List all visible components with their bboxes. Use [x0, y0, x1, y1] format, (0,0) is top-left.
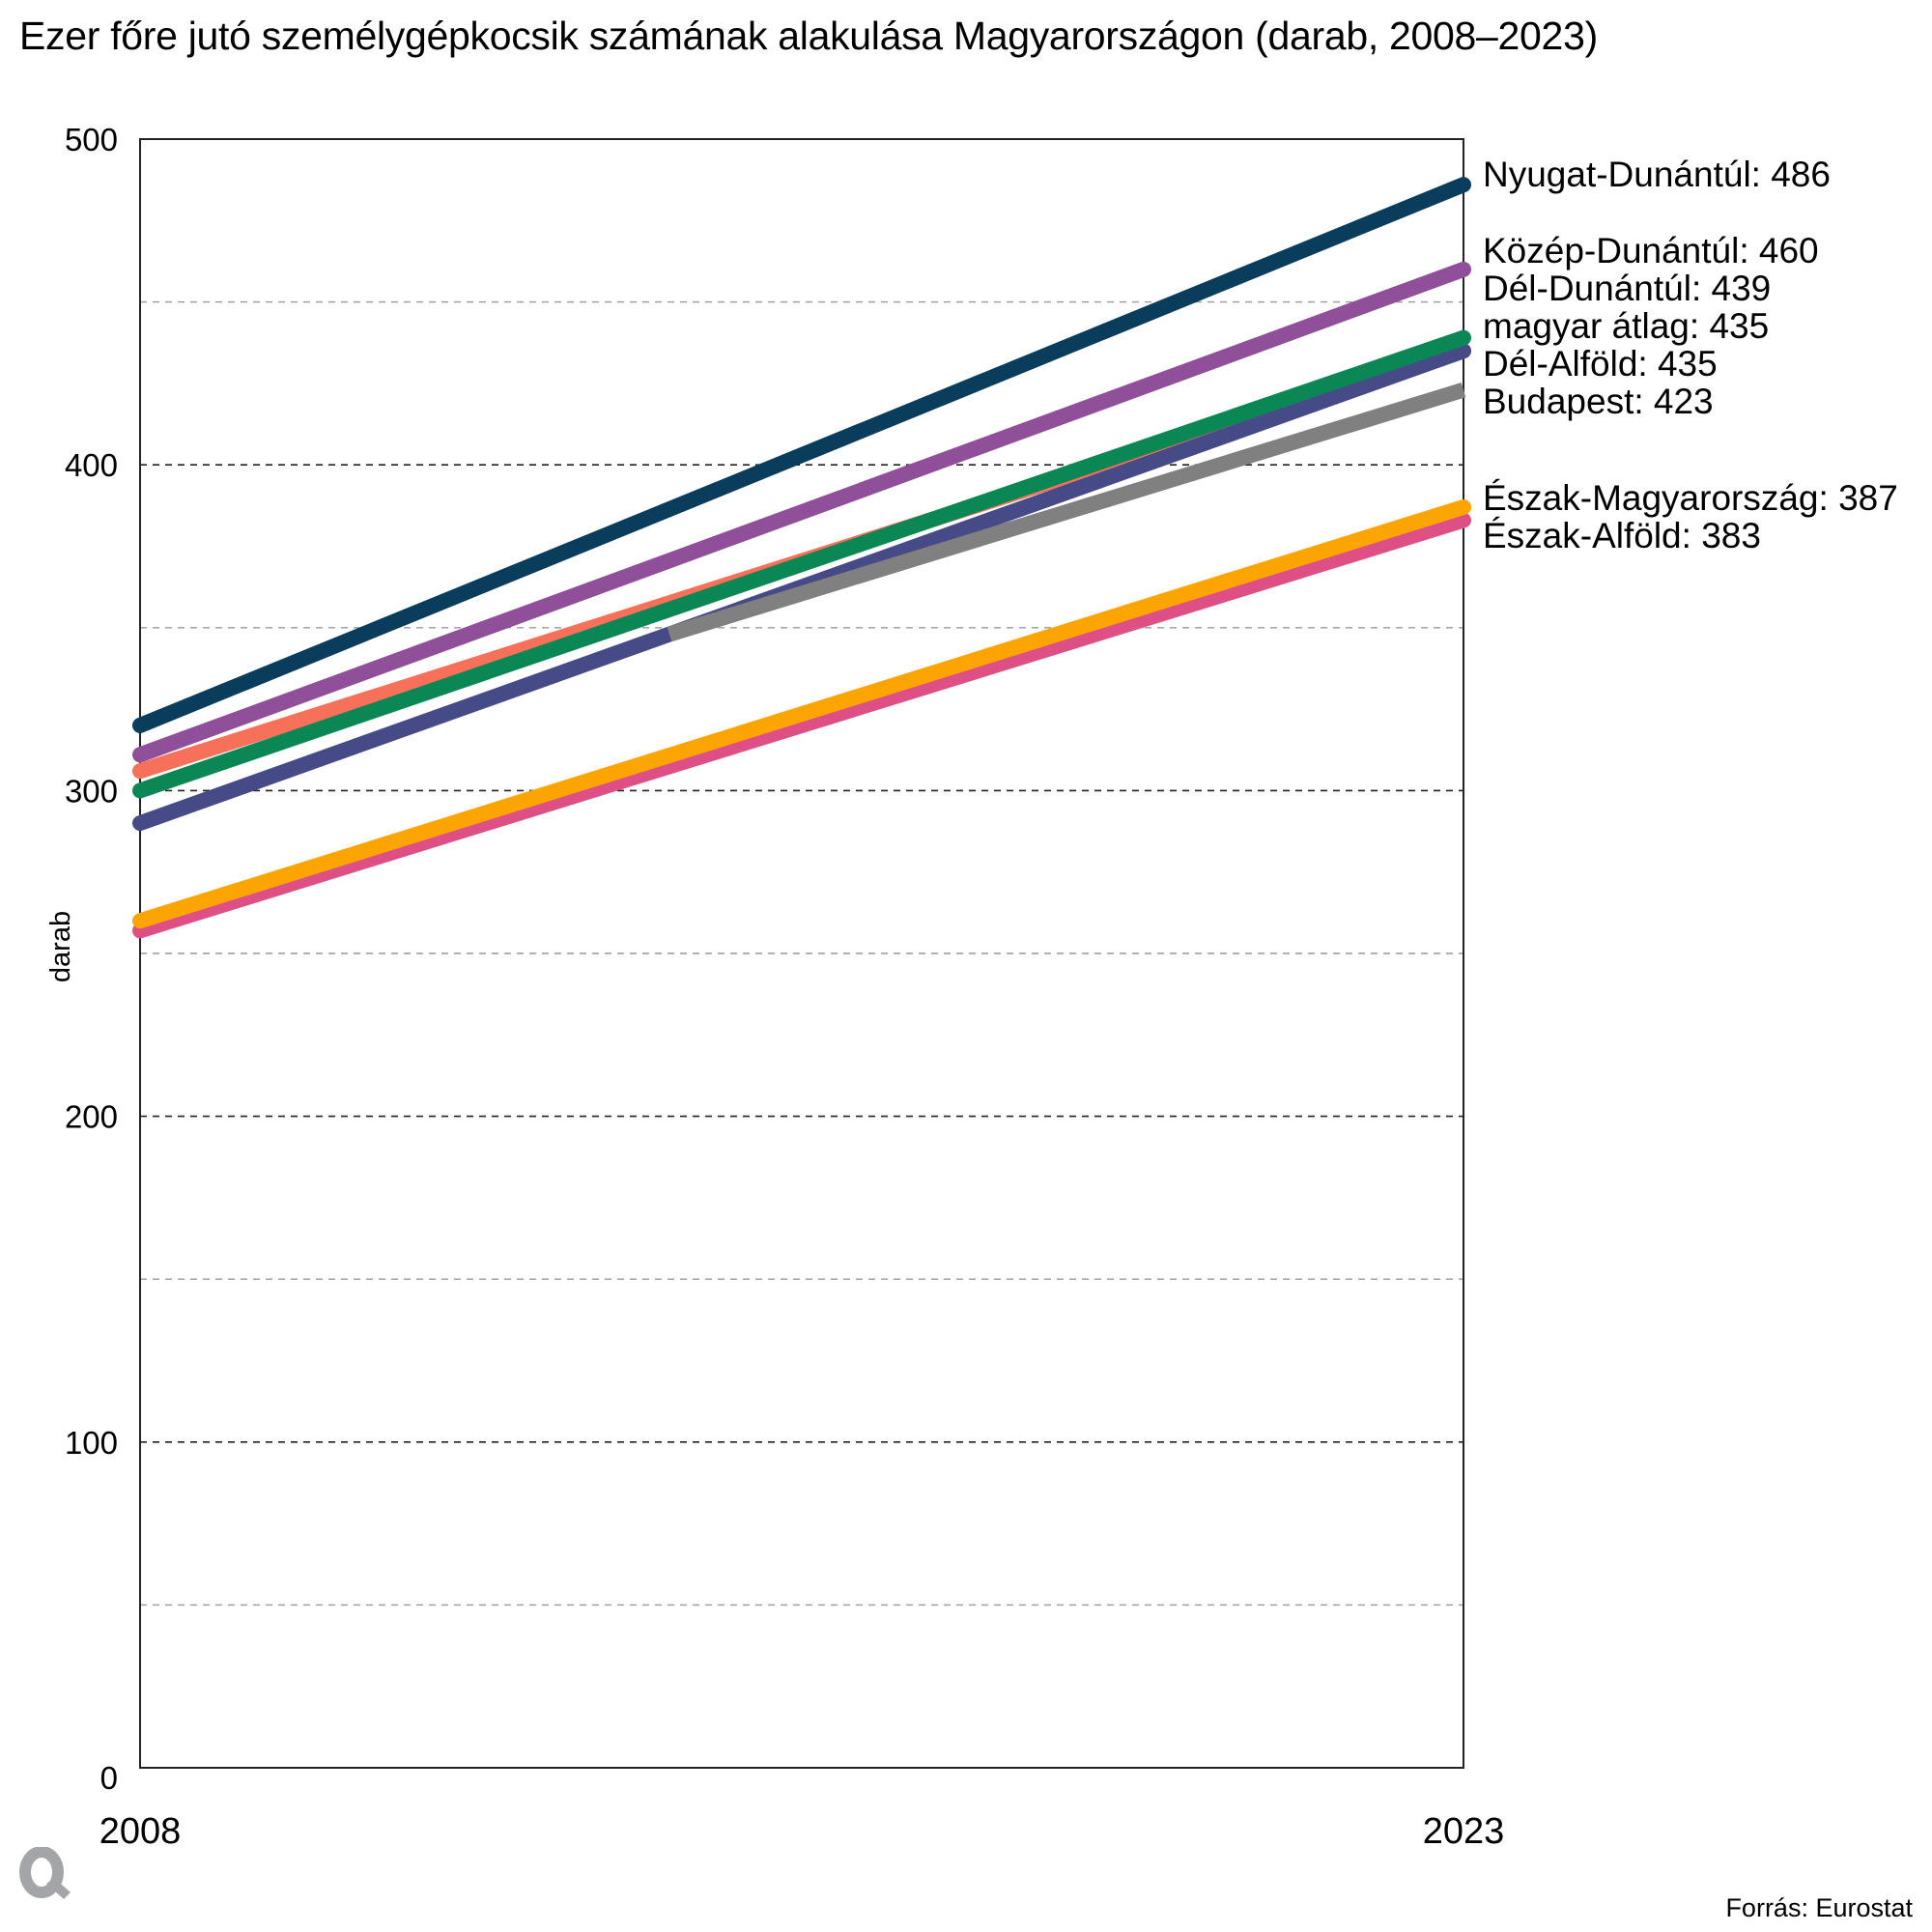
end-label: Észak-Magyarország: 387: [1483, 478, 1898, 518]
series-lines: [132, 177, 1471, 939]
source-note: Forrás: Eurostat: [1725, 1893, 1913, 1922]
end-label: Nyugat-Dunántúl: 486: [1483, 155, 1831, 194]
y-tick-label: 500: [65, 122, 118, 157]
series-line-észak-alföld: [132, 512, 1471, 939]
end-label: magyar átlag: 435: [1483, 306, 1769, 346]
gridlines: [140, 300, 1463, 1606]
x-axis-ticks: 2008 2023: [99, 1811, 1505, 1852]
x-tick-label: 2023: [1423, 1811, 1505, 1852]
chart-title: Ezer főre jutó személygépkocsik számának…: [19, 14, 1598, 58]
y-tick-label: 400: [65, 447, 118, 483]
plot-frame: [139, 138, 1464, 1769]
y-tick-label: 200: [65, 1099, 118, 1135]
end-label: Észak-Alföld: 383: [1483, 516, 1761, 555]
series-line-nyugat-dunántúl: [132, 177, 1471, 733]
y-axis-ticks: 0 100 200 300 400 500: [65, 122, 118, 1796]
series-line-budapest: [667, 382, 1466, 642]
series-line-észak-magyarország: [132, 499, 1471, 929]
end-label: Dél-Dunántúl: 439: [1483, 269, 1771, 308]
x-tick-label: 2008: [99, 1811, 182, 1852]
end-label: Budapest: 423: [1483, 382, 1714, 421]
y-tick-label: 100: [65, 1425, 118, 1461]
y-tick-label: 0: [100, 1760, 118, 1796]
q-logo-icon: [19, 1846, 71, 1899]
publisher-logo: [17, 1846, 75, 1910]
series-line-közép-dunántúl: [132, 261, 1471, 763]
y-tick-label: 300: [65, 773, 118, 809]
series-line-dél-dunántúl: [132, 329, 1471, 799]
end-label: Dél-Alföld: 435: [1483, 344, 1718, 384]
y-axis-label: darab: [45, 911, 76, 982]
end-label: Közép-Dunántúl: 460: [1483, 231, 1819, 270]
